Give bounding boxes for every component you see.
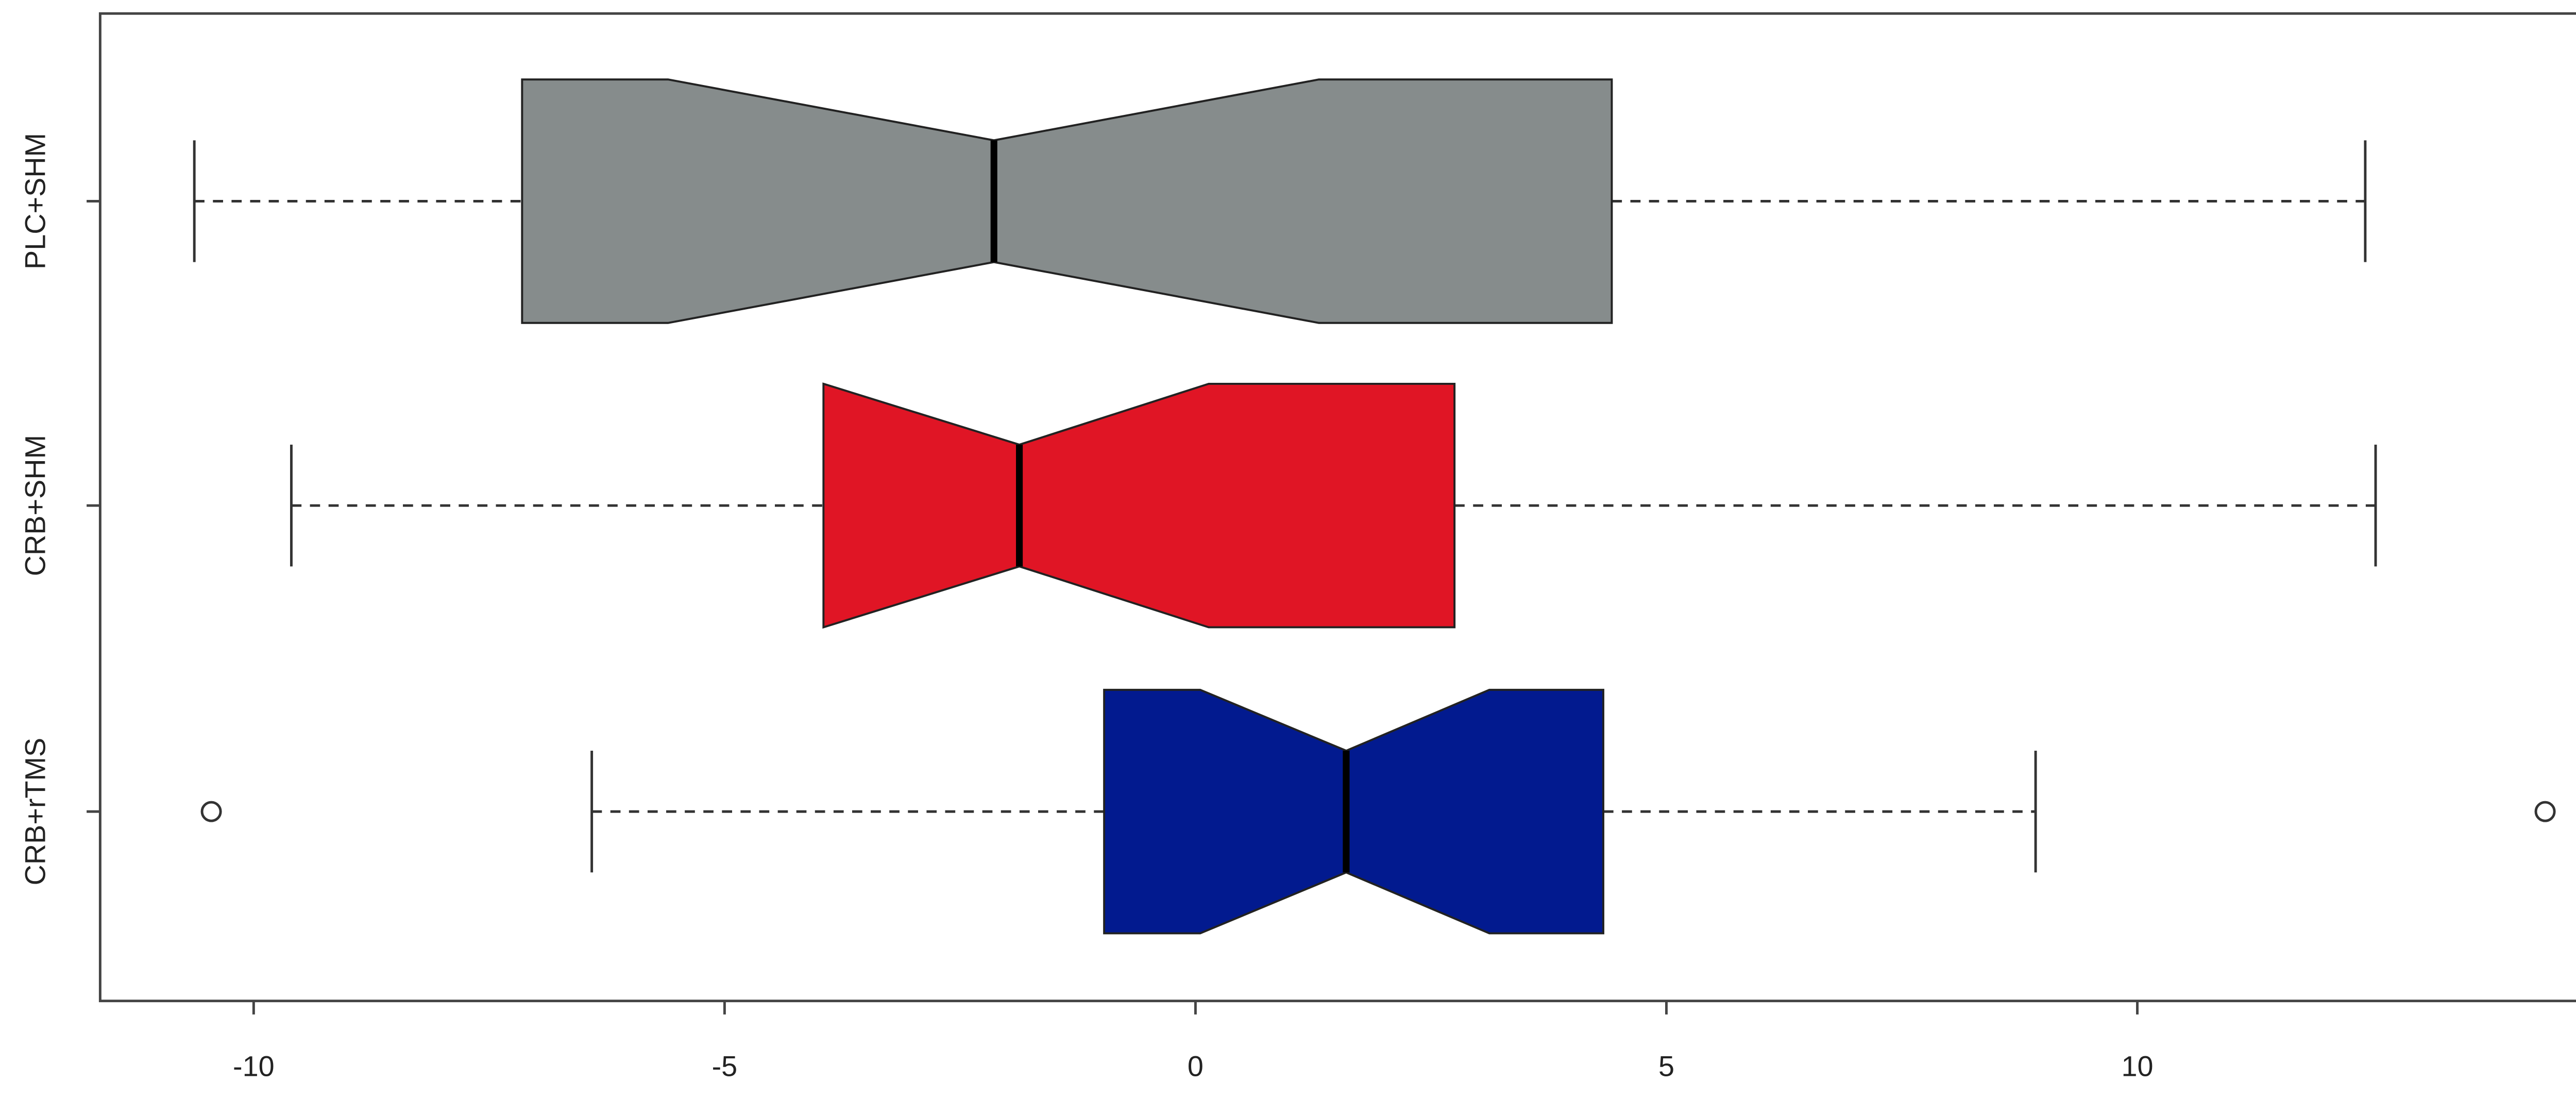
box — [1103, 688, 1604, 935]
y-tick-label: CRB+rTMS — [20, 738, 52, 886]
x-tick-label: -10 — [233, 1051, 275, 1083]
outlier — [200, 801, 222, 822]
x-tick-label: 5 — [1658, 1051, 1674, 1083]
box — [521, 78, 1613, 324]
x-tick-label: 0 — [1188, 1051, 1204, 1083]
box — [822, 382, 1456, 629]
y-tick-label: PLC+SHM — [20, 133, 52, 269]
plot-frame — [98, 12, 2576, 1003]
x-tick-label: -5 — [712, 1051, 738, 1083]
outlier — [2534, 801, 2556, 822]
x-tick-label: 10 — [2122, 1051, 2154, 1083]
y-tick-label: CRB+SHM — [20, 435, 52, 576]
